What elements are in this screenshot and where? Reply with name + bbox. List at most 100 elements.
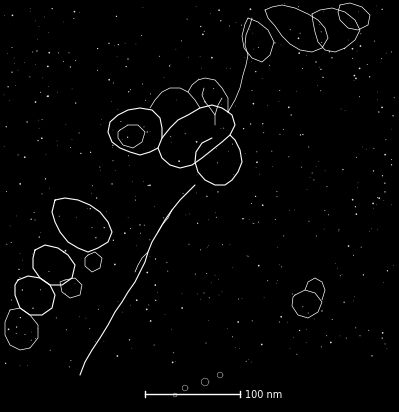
Point xyxy=(232,344,239,351)
Point xyxy=(88,190,95,197)
Point xyxy=(216,292,222,298)
Point xyxy=(318,87,324,94)
Point xyxy=(101,338,107,344)
Point xyxy=(359,144,366,150)
Point xyxy=(133,243,140,249)
Point xyxy=(185,54,192,61)
Point xyxy=(123,63,129,70)
Point xyxy=(19,257,26,263)
Point xyxy=(363,146,369,152)
Point xyxy=(63,290,69,297)
Point xyxy=(306,144,312,150)
Point xyxy=(24,119,30,125)
Point xyxy=(247,121,254,127)
Point xyxy=(290,335,297,341)
Point xyxy=(321,226,327,232)
Point xyxy=(147,236,153,243)
Point xyxy=(353,75,359,82)
Point xyxy=(147,91,154,97)
Point xyxy=(243,358,249,365)
Point xyxy=(95,45,101,52)
Point xyxy=(152,256,159,262)
Point xyxy=(124,134,131,140)
Point xyxy=(379,55,385,62)
Point xyxy=(311,177,317,183)
Point xyxy=(53,315,59,321)
Point xyxy=(22,154,28,161)
Point xyxy=(152,282,158,288)
Point xyxy=(28,337,34,344)
Point xyxy=(9,12,16,19)
Point xyxy=(277,131,283,138)
Point xyxy=(115,41,122,48)
Point xyxy=(16,266,22,273)
Point xyxy=(390,112,396,119)
Point xyxy=(110,126,116,133)
Point xyxy=(276,98,282,105)
Point xyxy=(329,54,335,61)
Point xyxy=(300,304,306,310)
Point xyxy=(36,234,43,240)
Point xyxy=(203,270,210,277)
Point xyxy=(49,5,55,12)
Point xyxy=(151,342,157,348)
Point xyxy=(72,281,78,287)
Point xyxy=(76,313,83,320)
Point xyxy=(194,220,201,227)
Point xyxy=(346,11,352,18)
Point xyxy=(212,272,218,279)
Point xyxy=(324,183,330,190)
Point xyxy=(251,220,257,227)
Point xyxy=(83,315,89,321)
Point xyxy=(145,182,151,189)
Point xyxy=(162,311,168,318)
Point xyxy=(374,194,381,201)
Point xyxy=(247,6,254,12)
Point xyxy=(3,124,10,130)
Point xyxy=(276,262,282,268)
Point xyxy=(28,5,34,12)
Point xyxy=(46,49,52,56)
Point xyxy=(55,49,62,56)
Point xyxy=(125,56,131,62)
Point xyxy=(318,344,324,350)
Point xyxy=(128,345,135,351)
Point xyxy=(17,250,23,257)
Point xyxy=(1,143,7,150)
Point xyxy=(254,148,260,155)
Point xyxy=(43,93,50,99)
Point xyxy=(269,148,275,154)
Point xyxy=(27,8,33,14)
Point xyxy=(127,302,134,309)
Point xyxy=(313,59,319,65)
Point xyxy=(11,61,18,67)
Point xyxy=(366,228,372,234)
Point xyxy=(227,65,233,72)
Point xyxy=(227,241,233,248)
Point xyxy=(389,201,395,208)
Point xyxy=(34,48,40,54)
Point xyxy=(329,316,336,323)
Point xyxy=(272,216,279,223)
Point xyxy=(249,318,255,324)
Point xyxy=(244,252,250,259)
Point xyxy=(370,168,377,174)
Point xyxy=(316,158,322,165)
Point xyxy=(198,296,204,303)
Point xyxy=(319,308,325,314)
Point xyxy=(112,167,119,174)
Point xyxy=(126,89,132,95)
Point xyxy=(215,276,222,283)
Point xyxy=(148,318,154,324)
Point xyxy=(388,49,395,55)
Point xyxy=(194,290,200,297)
Point xyxy=(217,17,224,24)
Point xyxy=(45,83,52,90)
Point xyxy=(9,69,15,75)
Point xyxy=(254,159,260,166)
Point xyxy=(115,106,121,113)
Point xyxy=(141,124,147,130)
Point xyxy=(147,129,153,135)
Point xyxy=(154,289,160,295)
Point xyxy=(365,327,372,334)
